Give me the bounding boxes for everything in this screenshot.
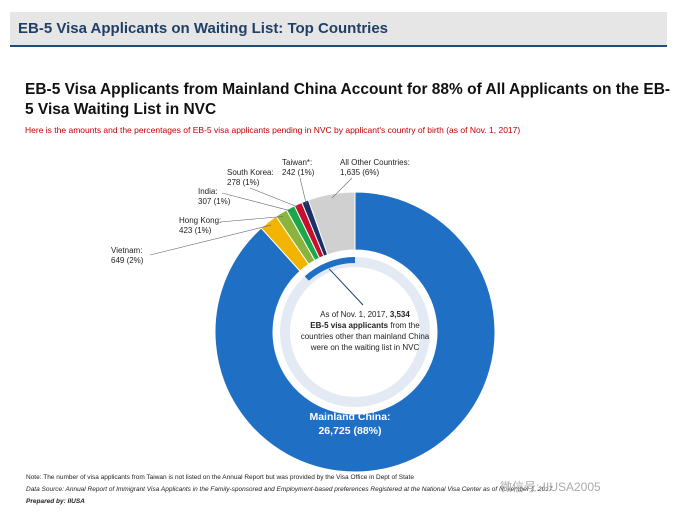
- footnote-prepared: Prepared by: IIUSA: [26, 498, 85, 505]
- slice-all-other-countries: [307, 191, 356, 256]
- chart-title: EB-5 Visa Applicants from Mainland China…: [25, 81, 671, 118]
- leader-south-korea: [249, 187, 300, 209]
- center-note-count: 3,534: [389, 310, 410, 319]
- slice-mainland-china: [214, 191, 496, 473]
- leader-all-other-countries: [331, 177, 353, 199]
- label-others: All Other Countries: 1,635 (6%): [340, 158, 410, 178]
- center-note-pre: As of Nov. 1, 2017,: [320, 310, 390, 319]
- label-taiwan-name: Taiwan*:: [282, 158, 313, 167]
- label-mainland-value: 26,725 (88%): [318, 425, 382, 437]
- leader-vietnam: [149, 224, 271, 256]
- wechat-watermark: 微信号: IIUSA2005: [500, 480, 601, 494]
- label-taiwan-value: 242 (1%): [282, 168, 315, 177]
- leader-india: [221, 192, 293, 212]
- center-note: As of Nov. 1, 2017, 3,534 EB-5 visa appl…: [300, 309, 430, 353]
- footnote-note: Note: The number of visa applicants from…: [26, 474, 414, 481]
- label-vietnam-name: Vietnam:: [111, 246, 143, 255]
- label-others-value: 1,635 (6%): [340, 168, 380, 177]
- label-mainland: Mainland China: 26,725 (88%): [295, 410, 405, 438]
- label-others-name: All Other Countries:: [340, 158, 410, 167]
- label-india: India: 307 (1%): [198, 187, 230, 207]
- center-note-bold: EB-5 visa applicants: [310, 321, 389, 330]
- chart-subtitle: Here is the amounts and the percentages …: [25, 125, 521, 135]
- label-hongkong-name: Hong Kong:: [179, 216, 222, 225]
- label-southkorea-name: South Korea:: [227, 168, 274, 177]
- label-india-value: 307 (1%): [198, 197, 231, 206]
- leader-hong-kong: [219, 216, 284, 223]
- label-india-name: India:: [198, 187, 218, 196]
- label-mainland-name: Mainland China:: [309, 411, 391, 423]
- footnote-source: Data Source: Annual Report of Immigrant …: [26, 486, 553, 493]
- label-taiwan: Taiwan*: 242 (1%): [282, 158, 314, 178]
- donut-center: [274, 251, 436, 413]
- header-title: EB-5 Visa Applicants on Waiting List: To…: [18, 20, 389, 37]
- label-southkorea: South Korea: 278 (1%): [227, 168, 274, 188]
- header-bar: EB-5 Visa Applicants on Waiting List: To…: [10, 12, 667, 47]
- leader-taiwan: [299, 177, 307, 206]
- label-vietnam: Vietnam: 649 (2%): [111, 246, 143, 266]
- center-note-post: from the countries other than mainland C…: [300, 321, 430, 352]
- label-hongkong-value: 423 (1%): [179, 226, 212, 235]
- label-hongkong: Hong Kong: 423 (1%): [179, 216, 221, 236]
- label-vietnam-value: 649 (2%): [111, 256, 144, 265]
- others-bracket: [304, 257, 356, 281]
- bracket-pointer: [328, 268, 364, 306]
- label-southkorea-value: 278 (1%): [227, 178, 260, 187]
